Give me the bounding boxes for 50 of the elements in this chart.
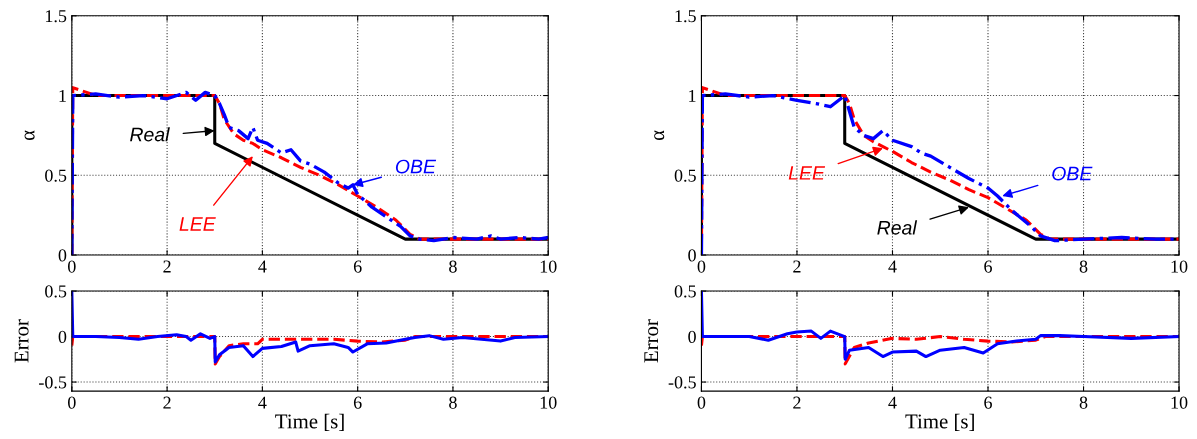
y-axis-title: Error [644,319,659,363]
y-tick-label: 0 [58,330,67,343]
x-tick-label: 6 [984,260,992,273]
y-axis-title: α [654,130,665,141]
y-tick-label: 0 [688,249,696,262]
y-tick-label: -0.5 [39,376,67,389]
x-tick-label: 2 [163,396,171,409]
x-tick-label: 0 [697,396,706,409]
x-tick-label: 0 [67,396,76,409]
x-tick-label: 8 [1079,260,1088,273]
annotation: LEE [788,166,826,180]
x-tick-label: 4 [258,396,267,409]
x-tick-label: 8 [1079,396,1088,409]
x-tick-label: 0 [697,260,706,273]
x-tick-label: 0 [67,260,76,273]
y-tick-label: 0 [688,330,696,343]
x-tick-label: 8 [449,260,457,273]
x-tick-label: 2 [793,396,801,409]
x-tick-label: 6 [353,396,362,409]
x-axis-title: Time [s] [275,413,344,432]
y-tick-label: 0.5 [45,285,67,298]
y-tick-label: 1 [59,89,66,102]
annotation: LEE [179,217,216,231]
y-tick-label: 1.5 [45,10,67,23]
x-tick-label: 10 [540,396,557,409]
y-tick-label: 1 [689,89,696,102]
y-axis-title: α [24,130,35,141]
y-tick-label: 0.5 [45,169,67,182]
x-tick-label: 6 [353,260,362,273]
y-tick-label: 1.5 [675,10,696,23]
annotation: Real [877,220,918,235]
annotation: OBE [395,159,437,174]
x-tick-label: 8 [449,396,457,409]
x-tick-label: 10 [540,260,557,273]
x-tick-label: 4 [888,260,897,273]
x-tick-label: 2 [163,260,171,273]
x-tick-label: 4 [888,396,897,409]
x-tick-label: 2 [793,260,801,273]
x-tick-label: 10 [1171,396,1188,409]
y-tick-label: 0.5 [674,169,696,182]
annotation: OBE [1052,166,1093,181]
x-tick-label: 6 [984,396,992,409]
y-tick-label: 0 [58,249,67,262]
y-tick-label: -0.5 [668,376,696,389]
x-tick-label: 4 [258,260,267,273]
y-tick-label: 0.5 [674,285,696,298]
x-axis-title: Time [s] [905,413,974,432]
annotation: Real [130,127,170,142]
y-axis-title: Error [14,319,29,363]
x-tick-label: 10 [1171,260,1188,273]
